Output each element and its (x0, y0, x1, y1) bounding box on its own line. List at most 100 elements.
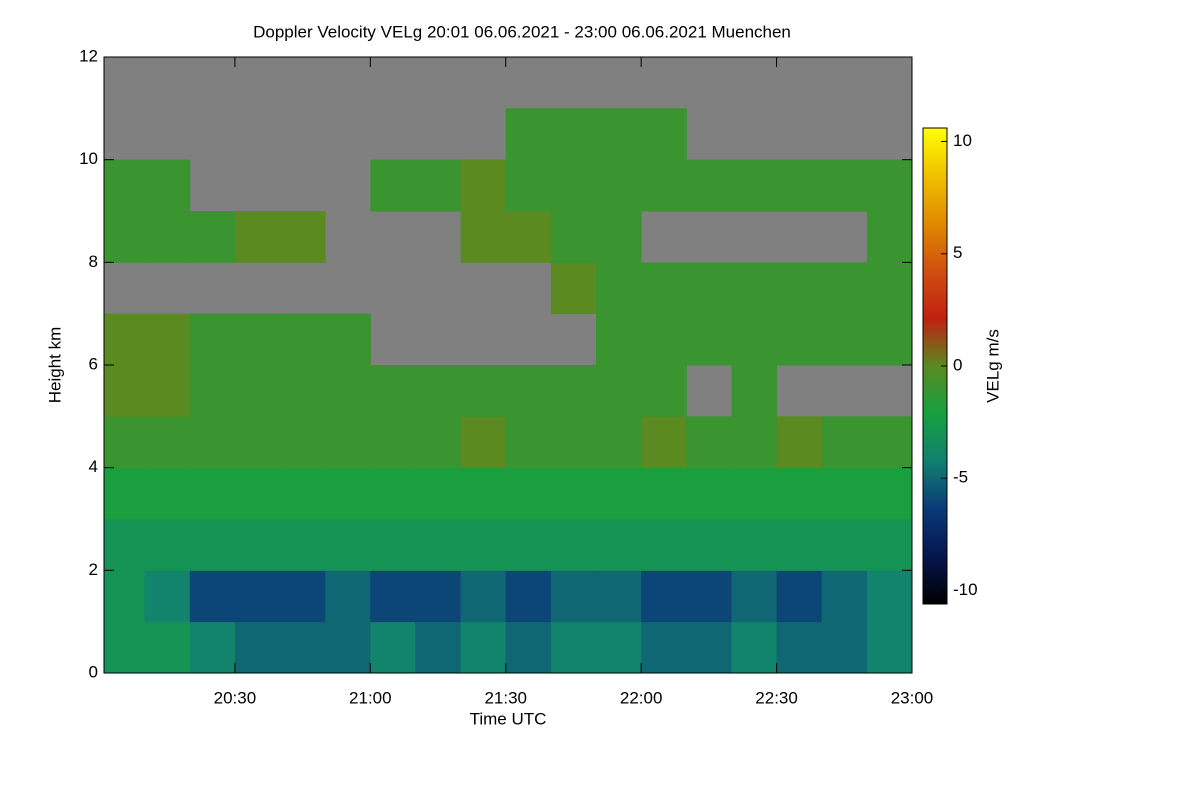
heatmap-cell (104, 159, 146, 212)
heatmap-cell (731, 570, 778, 623)
heatmap-cell (731, 262, 778, 315)
heatmap-cell (866, 211, 913, 263)
heatmap-cell (596, 108, 642, 161)
colorbar-tick-label: 5 (953, 243, 962, 262)
heatmap-cell (370, 519, 416, 571)
heatmap-cell (189, 519, 236, 571)
heatmap-cell (189, 570, 236, 623)
heatmap-cell (189, 416, 236, 469)
heatmap-cell (776, 416, 823, 469)
y-tick-label: 4 (89, 457, 98, 476)
heatmap-cell (415, 416, 462, 469)
heatmap-cell (144, 313, 191, 366)
heatmap-cell (234, 211, 281, 263)
heatmap-cell (866, 467, 913, 520)
heatmap-cell (280, 313, 326, 366)
heatmap-cell (144, 467, 191, 520)
heatmap-cell (460, 467, 507, 520)
heatmap-cell (144, 365, 191, 417)
heatmap-cell (280, 570, 326, 623)
heatmap-cell (234, 570, 281, 623)
y-tick-label: 0 (89, 662, 98, 681)
heatmap-cell (596, 519, 642, 571)
heatmap-cell (866, 519, 913, 571)
heatmap-cell (370, 570, 416, 623)
x-tick-label: 22:00 (620, 688, 663, 707)
heatmap-cell (641, 519, 687, 571)
heatmap-cell (505, 570, 552, 623)
heatmap-cell (460, 570, 507, 623)
heatmap-cell (505, 519, 552, 571)
heatmap-cell (144, 621, 191, 674)
heatmap-cell (505, 621, 552, 674)
heatmap-cell (144, 416, 191, 469)
heatmap-cell (596, 211, 642, 263)
heatmap-cell (144, 570, 191, 623)
heatmap-cell (731, 467, 778, 520)
heatmap-cell (325, 519, 371, 571)
heatmap-cell (280, 519, 326, 571)
heatmap-cell (505, 365, 552, 417)
heatmap-cell (505, 159, 552, 212)
heatmap-cell (325, 570, 371, 623)
y-tick-label: 2 (89, 560, 98, 579)
heatmap-cell (596, 416, 642, 469)
heatmap-cell (596, 570, 642, 623)
heatmap-cell (189, 621, 236, 674)
heatmap-cell (641, 159, 687, 212)
heatmap-cell (821, 159, 868, 212)
heatmap-cell (370, 416, 416, 469)
heatmap-cell (460, 365, 507, 417)
heatmap-cell (641, 262, 687, 315)
heatmap-cell (234, 365, 281, 417)
heatmap-cell (596, 313, 642, 366)
heatmap-cell (280, 467, 326, 520)
heatmap-cell (866, 313, 913, 366)
heatmap-cell (370, 159, 416, 212)
heatmap-cell (821, 416, 868, 469)
heatmap-cell (731, 519, 778, 571)
heatmap-cell (550, 211, 597, 263)
heatmap-cell (189, 365, 236, 417)
heatmap-cell (641, 467, 687, 520)
heatmap-cell (234, 416, 281, 469)
heatmap-cell (104, 365, 146, 417)
heatmap-cell (596, 159, 642, 212)
heatmap-cell (505, 108, 552, 161)
heatmap-cell (189, 313, 236, 366)
heatmap-cell (550, 621, 597, 674)
heatmap-cell (280, 416, 326, 469)
heatmap-cell (415, 365, 462, 417)
colorbar-tick-label: 10 (953, 131, 972, 150)
heatmap-cell (686, 570, 732, 623)
heatmap-cell (460, 519, 507, 571)
heatmap-cell (325, 313, 371, 366)
heatmap-cell (731, 621, 778, 674)
colorbar-tick-label: -10 (953, 580, 978, 599)
heatmap-cell (641, 621, 687, 674)
heatmap-cell (596, 262, 642, 315)
heatmap-cell (731, 416, 778, 469)
heatmap-cell (144, 159, 191, 212)
heatmap-cell (189, 467, 236, 520)
x-tick-label: 21:30 (484, 688, 527, 707)
heatmap-cell (104, 519, 146, 571)
heatmap-cell (686, 159, 732, 212)
heatmap-cell (280, 621, 326, 674)
heatmap-cell (550, 262, 597, 315)
heatmap-cell (821, 570, 868, 623)
heatmap-cell (776, 519, 823, 571)
heatmap-cell (686, 262, 732, 315)
heatmap-cell (550, 467, 597, 520)
heatmap-cell (776, 621, 823, 674)
heatmap-cell (280, 365, 326, 417)
y-tick-label: 10 (79, 149, 98, 168)
heatmap-cell (234, 467, 281, 520)
heatmap-cell (460, 621, 507, 674)
heatmap-cell (550, 519, 597, 571)
heatmap-cell (550, 108, 597, 161)
heatmap-cell (415, 159, 462, 212)
heatmap-cell (776, 262, 823, 315)
heatmap-cell (144, 519, 191, 571)
heatmap-cell (460, 159, 507, 212)
